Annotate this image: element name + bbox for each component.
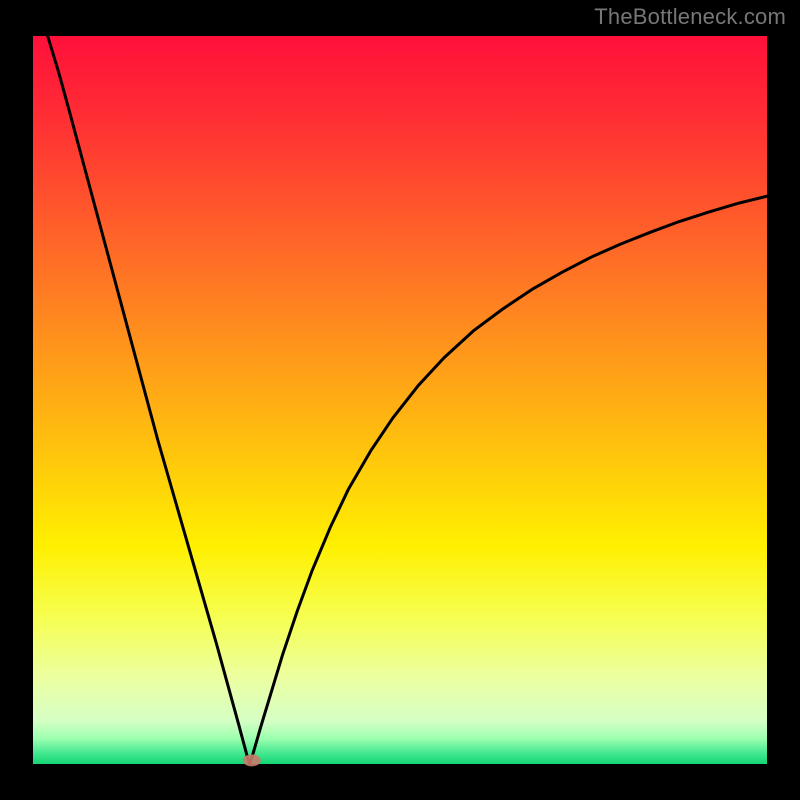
chart-container: TheBottleneck.com — [0, 0, 800, 800]
vertex-marker — [243, 754, 261, 766]
plot-background-gradient — [33, 36, 767, 764]
bottleneck-curve-plot — [0, 0, 800, 800]
watermark-text: TheBottleneck.com — [594, 4, 786, 30]
